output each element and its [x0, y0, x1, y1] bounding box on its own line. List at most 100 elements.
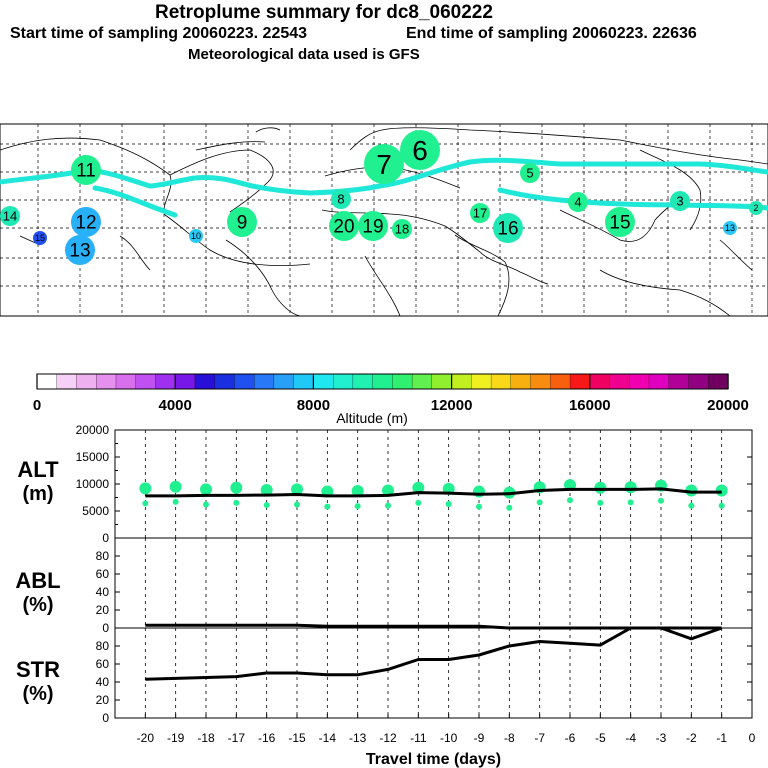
- colorbar-cell: [76, 373, 97, 390]
- altitude-point: [658, 497, 664, 504]
- y-tick-label: 0: [102, 531, 109, 545]
- altitude-point: [169, 480, 182, 493]
- panel-label: ABL: [15, 568, 60, 593]
- colorbar-tick-label: 4000: [159, 397, 192, 414]
- x-tick-label: -8: [504, 731, 515, 745]
- plume-point-marker: [227, 207, 257, 237]
- colorbar-cell: [471, 373, 492, 390]
- plume-point-marker: [71, 207, 101, 237]
- colorbar-cell: [510, 373, 532, 390]
- x-tick-label: -3: [656, 731, 667, 745]
- altitude-point: [351, 485, 364, 498]
- plume-point: 4: [568, 192, 588, 212]
- x-tick-label: -5: [595, 731, 606, 745]
- colorbar-cell: [115, 373, 137, 390]
- plume-point-marker: [392, 219, 412, 239]
- world-map: 14 11 12 13 15 9 10 7 6 8 20 19 18 16 17 5 4 15 3 2 13: [0, 123, 768, 317]
- x-tick-label: -4: [625, 731, 636, 745]
- plume-point-label: 17: [473, 206, 487, 221]
- y-tick-label: 80: [96, 549, 110, 563]
- colorbar-cell: [96, 373, 117, 390]
- plume-point-label: 10: [191, 231, 201, 241]
- colorbar-cell: [332, 373, 354, 390]
- series-line: [145, 626, 723, 681]
- x-axis-label: Travel time (days): [366, 751, 501, 768]
- plume-point-label: 20: [333, 217, 354, 238]
- colorbar-tick-label: 12000: [431, 397, 473, 414]
- time-series-panels: 05000100001500020000ALT(m)020406080ABL(%…: [15, 423, 755, 768]
- plume-point-marker: [189, 229, 203, 243]
- colorbar-cell: [550, 373, 571, 390]
- plume-point-label: 16: [497, 219, 518, 240]
- x-tick-label: -6: [565, 731, 576, 745]
- altitude-point: [142, 500, 149, 507]
- altitude-point: [627, 499, 634, 506]
- colorbar-cell: [648, 373, 670, 390]
- plume-point-marker: [749, 201, 763, 215]
- colorbar-cell: [530, 373, 551, 390]
- altitude-point: [172, 498, 179, 505]
- altitude-point: [291, 483, 303, 496]
- panel-unit-label: (%): [22, 683, 53, 705]
- x-tick-label: -20: [137, 731, 155, 745]
- x-tick-label: -2: [686, 731, 697, 745]
- colorbar-cell: [234, 373, 255, 390]
- start-time-text: Start time of sampling 20060223. 22543: [10, 25, 308, 42]
- plume-point: 15: [605, 207, 635, 237]
- y-tick-label: 20000: [76, 423, 110, 437]
- plume-point: 17: [470, 203, 490, 223]
- plume-point-label: 6: [412, 135, 428, 166]
- x-tick-label: -1: [716, 731, 727, 745]
- colorbar-cell: [708, 373, 729, 390]
- altitude-point: [354, 503, 361, 510]
- plume-point: 13: [65, 235, 95, 265]
- end-time-text: End time of sampling 20060223. 22636: [406, 25, 697, 42]
- altitude-point: [382, 484, 394, 497]
- altitude-point: [324, 503, 331, 510]
- altitude-point: [473, 485, 485, 498]
- colorbar-cell: [214, 373, 236, 390]
- plume-point-label: 12: [75, 213, 96, 234]
- plume-points: 14 11 12 13 15 9 10 7 6 8 20 19 18 16 17 5 4 15 3 2 13: [0, 130, 763, 265]
- altitude-point: [260, 483, 273, 496]
- plume-point: 11: [71, 155, 101, 185]
- colorbar-cell: [372, 373, 394, 390]
- plume-point-label: 2: [753, 203, 758, 213]
- colorbar-cell: [490, 373, 512, 390]
- altitude-colorbar: 0 4000 8000 12000 16000 20000 Altitude (m): [33, 373, 749, 426]
- plume-point-label: 4: [574, 195, 581, 210]
- x-tick-label: -10: [440, 731, 458, 745]
- plume-point-marker: [358, 211, 388, 241]
- colorbar-cell: [36, 373, 58, 390]
- altitude-point: [263, 502, 270, 509]
- panel-label: ALT: [17, 457, 59, 482]
- altitude-point: [536, 499, 543, 506]
- altitude-point: [412, 481, 425, 494]
- altitude-point: [415, 499, 422, 506]
- x-tick-label: -18: [197, 731, 215, 745]
- y-tick-label: 20: [96, 693, 110, 707]
- colorbar-tick-label: 16000: [569, 397, 611, 414]
- y-tick-label: 20: [96, 603, 110, 617]
- colorbar-cell: [155, 373, 176, 390]
- plume-point-label: 5: [526, 166, 533, 181]
- plume-point: 20: [329, 211, 359, 241]
- plume-point-marker: [65, 235, 95, 265]
- plume-point-marker: [364, 144, 404, 184]
- altitude-point: [203, 501, 209, 508]
- altitude-point: [230, 481, 243, 494]
- colorbar-cell: [668, 373, 690, 390]
- altitude-point: [294, 501, 300, 508]
- altitude-point: [594, 481, 607, 494]
- colorbar-cell: [293, 373, 315, 390]
- colorbar-cell: [352, 373, 374, 390]
- chart-title: Retroplume summary for dc8_060222: [155, 2, 493, 23]
- y-tick-label: 60: [96, 567, 110, 581]
- colorbar-label: Altitude (m): [336, 410, 408, 426]
- plume-point: 2: [749, 201, 763, 215]
- plume-point-label: 3: [676, 194, 683, 209]
- colorbar-cells: [36, 373, 729, 390]
- plume-point-marker: [470, 203, 490, 223]
- plume-point: 8: [331, 189, 351, 209]
- met-data-text: Meteorological data used is GFS: [188, 46, 420, 63]
